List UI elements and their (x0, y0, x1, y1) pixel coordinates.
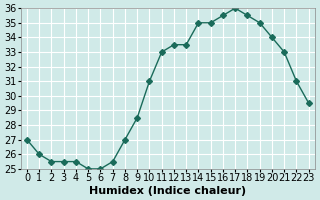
X-axis label: Humidex (Indice chaleur): Humidex (Indice chaleur) (89, 186, 246, 196)
